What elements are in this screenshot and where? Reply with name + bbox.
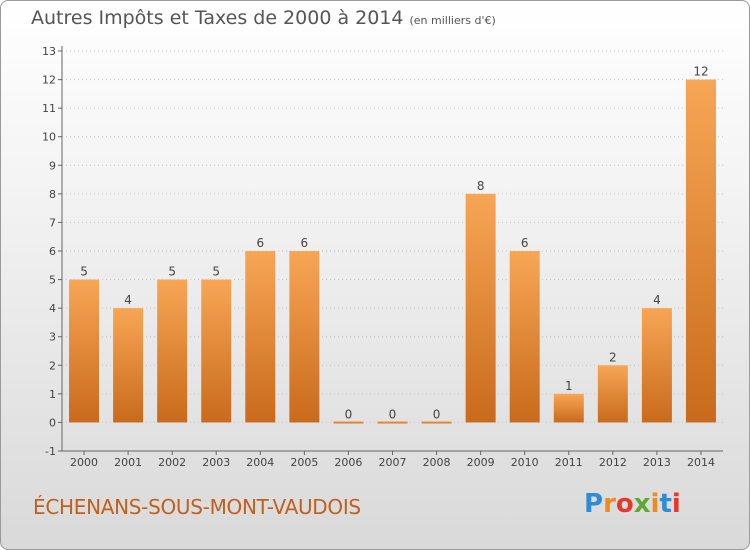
data-label: 12 xyxy=(693,65,708,79)
chart-title: Autres Impôts et Taxes de 2000 à 2014 (en… xyxy=(31,7,496,29)
x-tick-label: 2002 xyxy=(158,456,186,469)
y-tick-label: 9 xyxy=(49,159,56,172)
bar xyxy=(465,193,496,423)
y-tick-label: 11 xyxy=(42,102,56,115)
data-label: 6 xyxy=(521,236,529,250)
bar xyxy=(113,308,144,423)
y-tick-label: 3 xyxy=(49,331,56,344)
y-tick-label: 2 xyxy=(49,359,56,372)
bar xyxy=(333,421,364,424)
commune-name: ÉCHENANS-SOUS-MONT-VAUDOIS xyxy=(33,495,361,519)
bar xyxy=(553,393,584,423)
data-label: 2 xyxy=(609,350,617,364)
y-tick-label: 7 xyxy=(49,216,56,229)
data-label: 1 xyxy=(565,379,573,393)
data-label: 5 xyxy=(168,265,176,279)
data-label: 6 xyxy=(301,236,309,250)
y-tick-label: 0 xyxy=(49,416,56,429)
data-label: 4 xyxy=(124,293,132,307)
bar xyxy=(245,251,276,423)
x-tick-label: 2007 xyxy=(379,456,407,469)
bar xyxy=(377,421,408,424)
data-label: 5 xyxy=(80,265,88,279)
logo-letter: i xyxy=(650,489,660,519)
data-label: 8 xyxy=(477,179,485,193)
bar xyxy=(69,279,100,423)
bar xyxy=(157,279,188,423)
x-tick-label: 2012 xyxy=(599,456,627,469)
x-tick-label: 2010 xyxy=(511,456,539,469)
data-label: 4 xyxy=(653,293,661,307)
x-tick-label: 2014 xyxy=(687,456,715,469)
data-label: 0 xyxy=(345,407,353,421)
data-label: 5 xyxy=(212,265,220,279)
y-tick-label: 5 xyxy=(49,274,56,287)
chart-title-unit: (en milliers d'€) xyxy=(409,14,496,27)
bar xyxy=(597,365,628,423)
y-tick-label: 1 xyxy=(49,388,56,401)
logo-letter: r xyxy=(603,489,616,519)
proxiti-logo: Proxiti xyxy=(584,489,681,519)
x-tick-label: 2000 xyxy=(70,456,98,469)
bar xyxy=(641,308,672,423)
x-tick-label: 2011 xyxy=(555,456,583,469)
y-tick-label: 13 xyxy=(42,45,56,58)
bar xyxy=(289,251,320,423)
bar xyxy=(685,79,716,423)
y-tick-label: 12 xyxy=(42,74,56,87)
y-tick-label: 8 xyxy=(49,188,56,201)
x-tick-label: 2004 xyxy=(246,456,274,469)
y-tick-label: 10 xyxy=(42,131,56,144)
logo-letter: t xyxy=(659,489,672,519)
logo-letter: o xyxy=(615,489,634,519)
x-tick-label: 2006 xyxy=(334,456,362,469)
data-label: 0 xyxy=(389,407,397,421)
logo-letter: i xyxy=(671,489,681,519)
y-tick-label: 4 xyxy=(49,302,56,315)
data-label: 0 xyxy=(433,407,441,421)
x-tick-label: 2001 xyxy=(114,456,142,469)
data-label: 6 xyxy=(256,236,264,250)
x-tick-label: 2003 xyxy=(202,456,230,469)
x-tick-label: 2013 xyxy=(643,456,671,469)
y-tick-label: -1 xyxy=(45,445,56,458)
bar xyxy=(421,421,452,424)
logo-letter: P xyxy=(584,489,604,519)
bar xyxy=(509,251,540,423)
x-tick-label: 2005 xyxy=(290,456,318,469)
logo-letter: x xyxy=(633,489,651,519)
x-tick-label: 2009 xyxy=(467,456,495,469)
x-tick-label: 2008 xyxy=(423,456,451,469)
bar xyxy=(201,279,232,423)
chart-title-main: Autres Impôts et Taxes de 2000 à 2014 xyxy=(31,7,404,29)
y-tick-label: 6 xyxy=(49,245,56,258)
